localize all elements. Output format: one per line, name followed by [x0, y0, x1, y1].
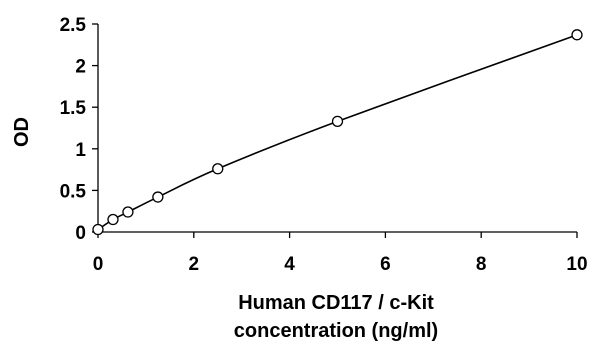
data-point [107, 213, 119, 226]
x-tick-label: 0 [93, 254, 104, 275]
y-ticks: 0 0.5 1 1.5 2 2.5 [60, 15, 98, 244]
x-tick-label: 2 [189, 254, 200, 275]
y-tick-label: 1 [75, 140, 86, 161]
data-points [92, 29, 583, 236]
data-point [122, 206, 134, 218]
x-axis-title-line-1: Human CD117 / c-Kit [238, 292, 434, 314]
data-point [331, 115, 344, 127]
data-point [152, 191, 164, 203]
y-tick-label: 1.5 [60, 98, 87, 119]
y-axis-title: OD [11, 117, 33, 147]
y-tick-label: 0.5 [60, 181, 87, 202]
data-point [92, 223, 104, 236]
y-tick-label: 0 [75, 223, 86, 244]
trend-curve [97, 34, 578, 231]
x-tick-label: 6 [380, 254, 391, 275]
axes [97, 24, 577, 233]
y-tick-label: 2.5 [60, 15, 87, 36]
data-point [571, 29, 583, 41]
data-point [212, 163, 224, 175]
x-tick-label: 8 [476, 254, 487, 275]
x-axis-title-line-2: concentration (ng/ml) [234, 320, 438, 342]
x-ticks: 0 2 4 6 8 10 [93, 232, 588, 275]
x-tick-label: 4 [284, 254, 295, 275]
y-tick-label: 2 [75, 57, 86, 78]
x-tick-label: 10 [566, 254, 587, 275]
